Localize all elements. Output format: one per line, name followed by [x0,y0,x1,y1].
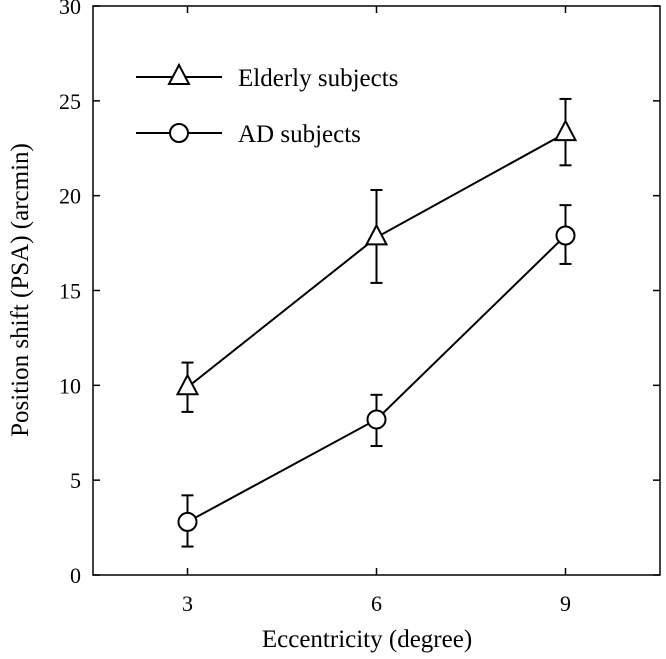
y-axis: 0 5 10 15 20 25 30 [59,0,660,588]
y-tick-label: 0 [70,563,81,588]
series-layer [175,97,578,548]
y-axis-title: Position shift (PSA) (arcmin) [7,143,34,437]
y-tick-label: 20 [59,184,81,209]
x-tick-label: 3 [182,591,193,616]
y-tick-label: 25 [59,89,81,114]
x-tick-label: 9 [560,591,571,616]
legend-label-elderly: Elderly subjects [238,65,398,92]
x-axis: 3 6 9 [182,6,571,616]
data-point-triangle [175,373,200,396]
legend-triangle-marker [167,62,191,85]
data-point-triangle [364,223,389,246]
y-tick-label: 15 [59,279,81,304]
y-tick-label: 10 [59,373,81,398]
series-triangle [175,97,578,413]
series-circle [177,204,576,548]
data-point-circle [366,409,387,430]
data-point-circle [555,225,576,246]
legend-circle-marker [169,123,189,143]
y-tick-label: 5 [70,468,81,493]
x-axis-title: Eccentricity (degree) [262,626,472,653]
y-tick-label: 30 [59,0,81,19]
data-point-triangle [553,118,578,142]
x-tick-label: 6 [371,591,382,616]
legend: Elderly subjects AD subjects [136,62,398,148]
legend-label-ad: AD subjects [238,121,361,148]
data-point-circle [177,511,198,532]
